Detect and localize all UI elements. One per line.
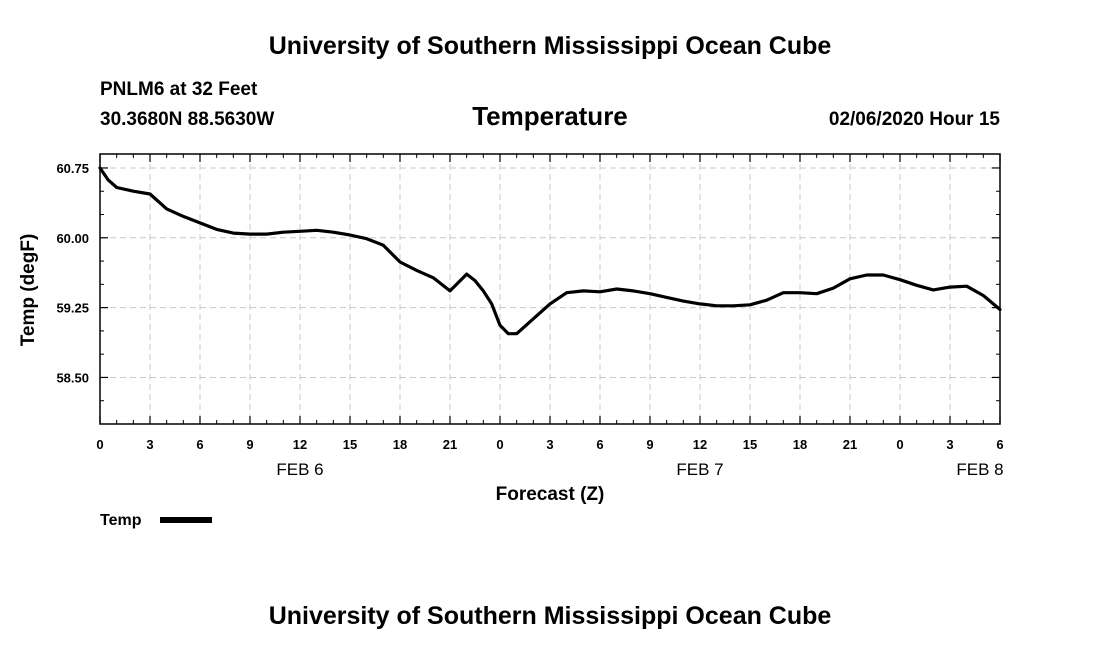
x-tick-label: 12	[693, 437, 707, 452]
x-tick-label: 3	[946, 437, 953, 452]
x-tick-label: 18	[793, 437, 807, 452]
x-tick-label: 3	[546, 437, 553, 452]
tick-labels: 0 3 6 9 12 15 18 21 0 3 6 9 12 15 18 21 0 3 6 60.75 60.00 59.…	[56, 161, 1003, 479]
x-tick-label: 21	[843, 437, 857, 452]
y-tick-label: 58.50	[56, 370, 89, 385]
grid-lines	[100, 154, 1000, 424]
series-layer	[98, 166, 1002, 336]
x-tick-label: 15	[743, 437, 757, 452]
x-tick-label: 6	[996, 437, 1003, 452]
y-axis-label: Temp (degF)	[18, 234, 39, 347]
x-tick-label: 15	[343, 437, 357, 452]
x-tick-label: 3	[146, 437, 153, 452]
date-label: FEB 8	[956, 460, 1003, 479]
x-tick-label: 0	[496, 437, 503, 452]
x-tick-label: 6	[196, 437, 203, 452]
datetime-label: 02/06/2020 Hour 15	[829, 109, 1001, 130]
date-label: FEB 7	[676, 460, 723, 479]
y-tick-label: 60.00	[56, 231, 89, 246]
coordinates-label: 30.3680N 88.5630W	[100, 109, 274, 130]
x-tick-label: 9	[646, 437, 653, 452]
station-label: PNLM6 at 32 Feet	[100, 79, 258, 100]
footer-title: University of Southern Mississippi Ocean…	[269, 602, 832, 630]
y-tick-label: 59.25	[56, 301, 89, 316]
date-label: FEB 6	[276, 460, 323, 479]
legend-entry-label: Temp	[100, 512, 142, 529]
x-tick-label: 6	[596, 437, 603, 452]
x-tick-label: 12	[293, 437, 307, 452]
x-tick-label: 9	[246, 437, 253, 452]
x-axis-label: Forecast (Z)	[496, 484, 605, 505]
x-tick-label: 18	[393, 437, 407, 452]
x-tick-label: 21	[443, 437, 457, 452]
temp-series-line	[98, 166, 1002, 336]
plot-frame	[99, 153, 1001, 425]
legend: Temp	[100, 512, 212, 529]
header-title: University of Southern Mississippi Ocean…	[269, 32, 832, 60]
x-tick-label: 0	[96, 437, 103, 452]
y-tick-label: 60.75	[56, 161, 89, 176]
chart-title: Temperature	[472, 101, 628, 131]
x-tick-label: 0	[896, 437, 903, 452]
